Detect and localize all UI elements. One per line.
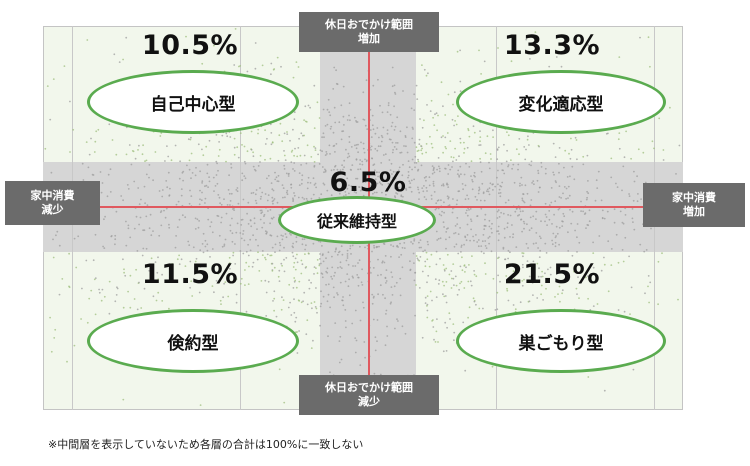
- grid-line: [240, 26, 241, 410]
- axis-label-left: 家中消費 減少: [5, 181, 100, 225]
- segment-oval-bottom-right: 巣ごもり型: [456, 309, 666, 373]
- segment-oval-top-left: 自己中心型: [87, 70, 299, 134]
- segment-label-center: 従来維持型: [316, 212, 397, 231]
- segment-label-bottom-right: 巣ごもり型: [518, 333, 604, 354]
- segment-oval-bottom-left: 倹約型: [87, 309, 299, 373]
- segment-label-top-left: 自己中心型: [150, 94, 236, 115]
- segment-oval-center: 従来維持型: [278, 196, 436, 244]
- axis-label-top-line2: 増加: [358, 32, 380, 45]
- percent-bottom-right: 21.5%: [503, 259, 601, 290]
- axis-label-bottom-line1: 休日おでかけ範囲: [325, 381, 413, 394]
- percent-top-right: 13.3%: [503, 30, 601, 61]
- axis-label-left-line1: 家中消費: [30, 189, 75, 202]
- percent-top-left: 10.5%: [141, 30, 239, 61]
- axis-label-left-line2: 減少: [41, 203, 64, 216]
- axis-label-top-line1: 休日おでかけ範囲: [325, 18, 413, 31]
- axis-label-right-line2: 増加: [683, 205, 705, 218]
- segment-label-top-right: 変化適応型: [518, 94, 604, 115]
- segment-label-bottom-left: 倹約型: [167, 333, 219, 354]
- axis-label-right-line1: 家中消費: [672, 191, 716, 204]
- axis-label-right: 家中消費 増加: [643, 183, 745, 227]
- percent-center: 6.5%: [329, 167, 407, 198]
- percent-bottom-left: 11.5%: [141, 259, 239, 290]
- segment-oval-top-right: 変化適応型: [456, 70, 666, 134]
- axis-label-top: 休日おでかけ範囲 増加: [299, 12, 439, 52]
- axis-label-bottom-line2: 減少: [358, 395, 380, 408]
- footnote: ※中間層を表示していないため各層の合計は100%に一致しない: [48, 438, 364, 451]
- axis-label-bottom: 休日おでかけ範囲 減少: [299, 375, 439, 415]
